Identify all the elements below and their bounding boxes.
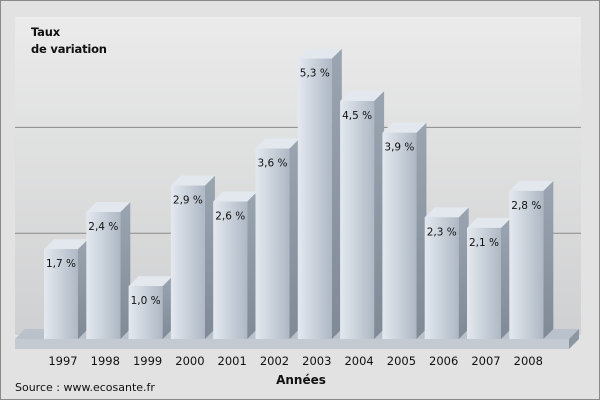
data-label: 5,3 % [300, 68, 330, 80]
x-tick-label: 2003 [302, 354, 331, 368]
bar-front [170, 185, 205, 339]
floor-front [15, 339, 569, 349]
bar-2001: 2,6 % [213, 191, 258, 339]
x-tick-label: 1998 [91, 354, 120, 368]
bar-front [467, 227, 501, 339]
bar-2007: 2,1 % [467, 217, 511, 339]
bar-2006: 2,3 % [424, 207, 469, 339]
data-label: 2,9 % [173, 195, 203, 207]
bar-top [509, 180, 554, 191]
bar-top [44, 239, 88, 250]
bar-1999: 1,0 % [128, 276, 173, 339]
bar-front [213, 201, 248, 339]
bar-side [331, 48, 342, 339]
floor-side [569, 329, 579, 349]
data-label: 2,1 % [469, 237, 499, 249]
bar-side [374, 90, 385, 339]
x-tick-label: 2002 [260, 354, 289, 368]
bar-side [162, 276, 173, 339]
x-tick-label: 2000 [175, 354, 204, 368]
bar-2004: 4,5 % [340, 90, 385, 339]
bar-side [120, 202, 131, 339]
data-label: 2,8 % [511, 200, 541, 212]
x-tick-label: 2005 [387, 354, 416, 368]
bar-2008: 2,8 % [509, 180, 554, 339]
bar-front [44, 249, 78, 339]
bar-front [297, 58, 332, 339]
bar-top [297, 48, 342, 59]
bar-side [247, 191, 258, 339]
x-tick-label: 2001 [218, 354, 247, 368]
bar-front [255, 148, 290, 339]
data-label: 1,7 % [46, 258, 76, 270]
bar-side [78, 239, 88, 339]
bar-side [458, 207, 469, 339]
bar-2000: 2,9 % [170, 175, 215, 339]
y-axis-label-line-2: de variation [31, 42, 107, 56]
x-tick-label: 2007 [471, 354, 500, 368]
bar-2005: 3,9 % [382, 122, 427, 339]
data-label: 3,6 % [257, 158, 287, 170]
x-tick-label: 1999 [133, 354, 162, 368]
data-label: 2,4 % [88, 221, 118, 233]
bar-front [128, 286, 163, 339]
x-tick-label: 2008 [514, 354, 543, 368]
bar-front [86, 212, 121, 339]
bar-2003: 5,3 % [297, 48, 342, 339]
bar-side [501, 217, 511, 339]
y-axis-label-line-1: Taux [31, 25, 60, 39]
x-tick-label: 2004 [344, 354, 373, 368]
data-label: 3,9 % [384, 142, 414, 154]
bar-front [382, 132, 417, 339]
data-label: 2,3 % [427, 226, 457, 238]
bar-top [255, 138, 300, 149]
x-tick-label: 2006 [429, 354, 458, 368]
bar-side [416, 122, 427, 339]
bar-1998: 2,4 % [86, 202, 131, 339]
bar-2002: 3,6 % [255, 138, 300, 339]
bar-top [382, 122, 427, 133]
bar-top [86, 202, 131, 213]
bar-top [424, 207, 469, 218]
bar-1997: 1,7 % [44, 239, 88, 339]
source-note: Source : www.ecosante.fr [15, 381, 155, 394]
bar-front [509, 190, 544, 339]
data-label: 4,5 % [342, 110, 372, 122]
bar-top [170, 175, 215, 186]
x-tick-label: 1997 [48, 354, 77, 368]
bar-front [340, 101, 375, 339]
bar-top [128, 276, 173, 287]
bar-side [289, 138, 300, 339]
data-label: 2,6 % [215, 211, 245, 223]
bar-top [213, 191, 258, 202]
bar-top [467, 217, 511, 228]
bar-side [543, 180, 554, 339]
x-axis-label: Années [276, 373, 326, 387]
bar-front [424, 217, 459, 339]
bar-top [340, 90, 385, 101]
data-label: 1,0 % [131, 295, 161, 307]
bar-side [204, 175, 215, 339]
